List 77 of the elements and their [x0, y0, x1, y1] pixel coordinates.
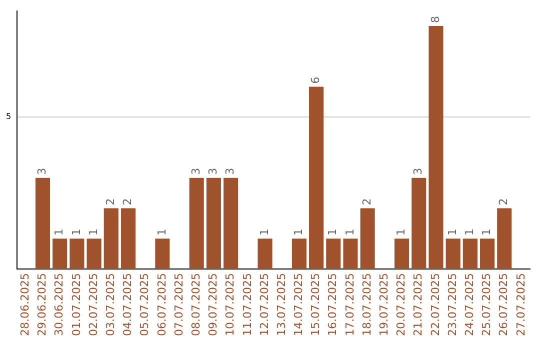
- bar: [428, 26, 444, 270]
- data-label: 1: [52, 228, 66, 236]
- x-tick-label: 02.07.2025: [86, 273, 100, 336]
- bar: [35, 178, 50, 270]
- bar: [394, 238, 410, 270]
- x-tick-label: 10.07.2025: [224, 273, 237, 336]
- data-label: 1: [480, 228, 494, 236]
- data-label: 1: [86, 228, 100, 236]
- data-label: 1: [463, 228, 476, 236]
- x-tick-label: 18.07.2025: [360, 273, 374, 336]
- data-label: 3: [36, 168, 49, 175]
- bar: [258, 238, 272, 270]
- x-tick-label: 07.07.2025: [172, 273, 186, 336]
- x-tick-label: 20.07.2025: [394, 273, 408, 336]
- x-tick-label: 04.07.2025: [121, 273, 134, 336]
- data-label: 3: [412, 168, 425, 175]
- x-tick-label: 05.07.2025: [138, 273, 152, 336]
- data-label: 1: [258, 228, 271, 236]
- x-tick-label: 21.07.2025: [412, 273, 425, 336]
- bar: [412, 178, 426, 270]
- data-label: 1: [394, 228, 408, 236]
- x-tick-label: 25.07.2025: [480, 273, 494, 336]
- bar: [155, 238, 170, 270]
- data-label: 2: [360, 198, 374, 206]
- data-label: 1: [155, 228, 168, 236]
- data-label: 6: [309, 76, 322, 84]
- x-tick-label: 26.07.2025: [497, 273, 510, 336]
- data-label: 2: [497, 198, 510, 206]
- data-label: 1: [292, 228, 306, 236]
- bar: [446, 238, 460, 270]
- bar: [326, 238, 341, 270]
- data-label: 2: [104, 198, 117, 206]
- x-tick-label: 16.07.2025: [326, 273, 340, 336]
- x-tick-label: 13.07.2025: [274, 273, 288, 336]
- data-label: 1: [70, 228, 83, 236]
- x-tick-label: 03.07.2025: [104, 273, 117, 336]
- x-tick-label: 30.06.2025: [52, 273, 66, 336]
- data-label: 1: [446, 228, 459, 236]
- data-label: 3: [206, 168, 220, 175]
- data-label: 3: [189, 168, 202, 175]
- bar: [224, 178, 238, 270]
- bar: [52, 238, 68, 270]
- x-tick-label: 01.07.2025: [70, 273, 83, 336]
- x-tick-label: 22.07.2025: [428, 273, 442, 336]
- x-tick-label: 12.07.2025: [258, 273, 271, 336]
- data-label: 8: [428, 16, 442, 23]
- x-tick-label: 14.07.2025: [292, 273, 306, 336]
- x-tick-label: 06.07.2025: [155, 273, 168, 336]
- x-tick-label: 15.07.2025: [309, 273, 322, 336]
- x-tick-label: 28.06.2025: [18, 273, 32, 336]
- x-tick-label: 09.07.2025: [206, 273, 220, 336]
- bar: [292, 238, 306, 270]
- bar: [86, 238, 102, 270]
- bar: [70, 238, 84, 270]
- bar: [309, 86, 324, 270]
- x-tick-label: 29.06.2025: [36, 273, 49, 336]
- data-label: 2: [121, 198, 134, 206]
- x-tick-label: 08.07.2025: [189, 273, 202, 336]
- y-tick-label: 5: [6, 112, 12, 122]
- bar: [480, 238, 495, 270]
- data-label: 3: [224, 168, 237, 175]
- x-tick-label: 19.07.2025: [378, 273, 391, 336]
- bar: [343, 238, 358, 270]
- x-tick-label: 17.07.2025: [343, 273, 356, 336]
- bar: [497, 208, 512, 270]
- bar: [206, 178, 221, 270]
- bar: [189, 178, 204, 270]
- bar: [104, 208, 118, 270]
- bar: [462, 238, 478, 270]
- data-label: 1: [343, 228, 356, 236]
- x-tick-label: 24.07.2025: [463, 273, 476, 336]
- bar: [360, 208, 375, 270]
- bar: [120, 208, 136, 270]
- x-tick-label: 11.07.2025: [240, 273, 254, 336]
- data-label: 1: [326, 228, 340, 236]
- x-tick-label: 23.07.2025: [446, 273, 459, 336]
- x-tick-label: 27.07.2025: [514, 273, 528, 336]
